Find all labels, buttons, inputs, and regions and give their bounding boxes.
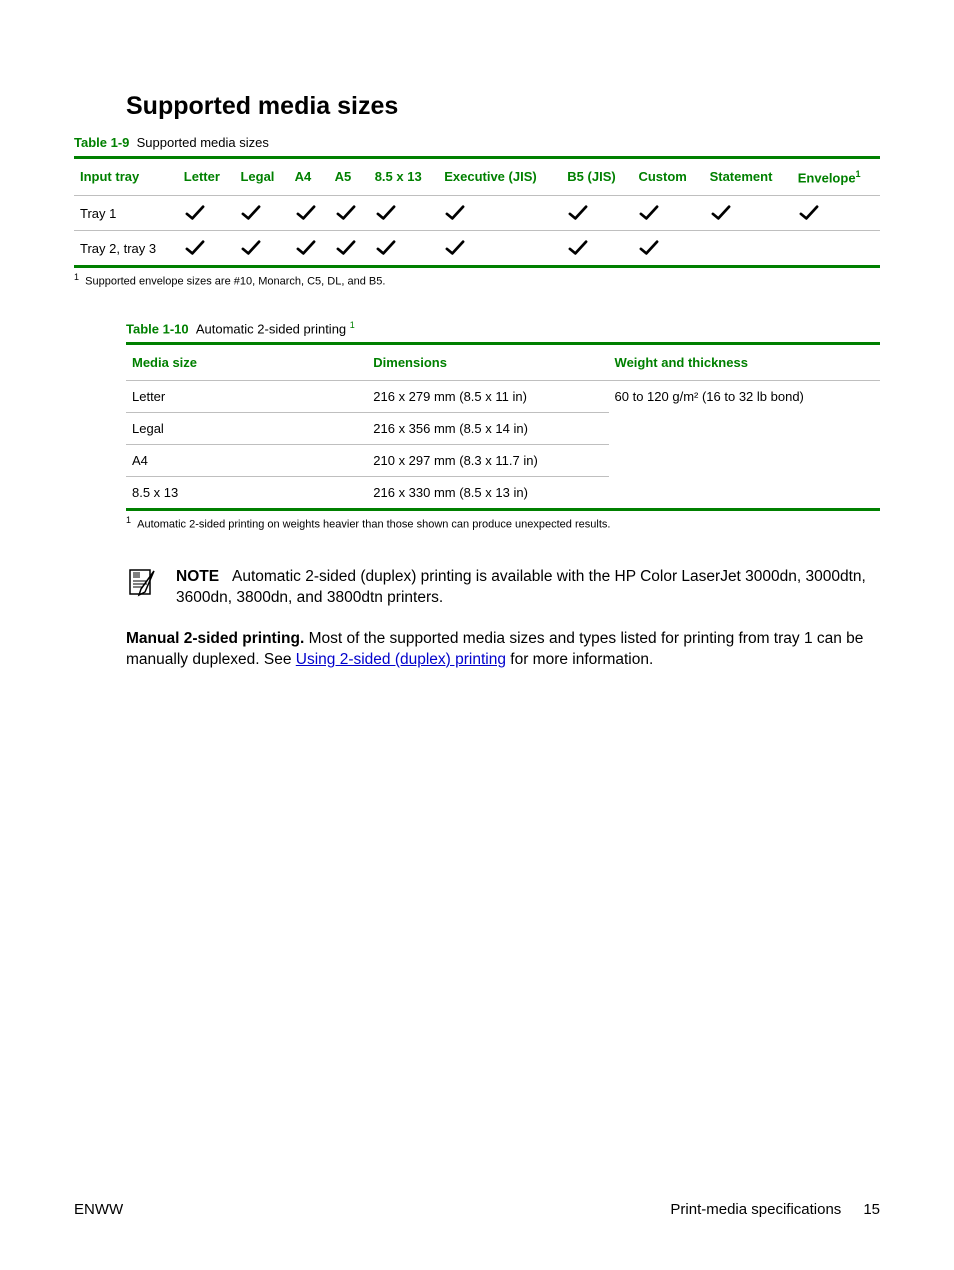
cell <box>369 196 439 231</box>
cell-media-size: Letter <box>126 381 367 413</box>
cell <box>632 231 703 267</box>
cell <box>704 231 792 267</box>
cell-media-size: Legal <box>126 413 367 445</box>
page-footer: ENWW Print-media specifications 15 <box>74 1201 880 1218</box>
col-custom: Custom <box>632 158 703 196</box>
table-row: Tray 2, tray 3 <box>74 231 880 267</box>
table-row: Tray 1 <box>74 196 880 231</box>
footer-section: Print-media specifications <box>670 1201 841 1218</box>
note-body: Automatic 2-sided (duplex) printing is a… <box>176 568 866 606</box>
footnote-number: 1 <box>74 272 79 282</box>
table2-caption: Table 1-10 Automatic 2-sided printing 1 <box>126 320 880 336</box>
col-letter: Letter <box>178 158 235 196</box>
table-duplex-printing: Media size Dimensions Weight and thickne… <box>126 342 880 511</box>
col-legal: Legal <box>234 158 288 196</box>
table1-caption: Table 1-9 Supported media sizes <box>74 135 880 150</box>
check-icon <box>335 204 363 222</box>
check-icon <box>567 239 626 257</box>
table-supported-media-sizes: Input tray Letter Legal A4 A5 8.5 x 13 E… <box>74 156 880 268</box>
check-icon <box>184 239 229 257</box>
cell-media-size: 8.5 x 13 <box>126 477 367 510</box>
cell-media-size: A4 <box>126 445 367 477</box>
table1-caption-text: Supported media sizes <box>137 135 269 150</box>
col-media-size: Media size <box>126 344 367 381</box>
table1-caption-label: Table 1-9 <box>74 135 129 150</box>
cell-dimensions: 216 x 330 mm (8.5 x 13 in) <box>367 477 608 510</box>
footer-left: ENWW <box>74 1201 123 1218</box>
check-icon <box>567 204 626 222</box>
footnote-text: Automatic 2-sided printing on weights he… <box>137 519 610 531</box>
check-icon <box>638 239 697 257</box>
footer-page-number: 15 <box>863 1201 880 1218</box>
col-dimensions: Dimensions <box>367 344 608 381</box>
col-input-tray: Input tray <box>74 158 178 196</box>
cell-weight: 60 to 120 g/m² (16 to 32 lb bond) <box>609 381 880 510</box>
cell <box>792 231 880 267</box>
cell <box>369 231 439 267</box>
cell <box>234 196 288 231</box>
check-icon <box>375 204 433 222</box>
manual-lead: Manual 2-sided printing. <box>126 630 304 647</box>
table1-header-row: Input tray Letter Legal A4 A5 8.5 x 13 E… <box>74 158 880 196</box>
check-icon <box>335 239 363 257</box>
col-executive: Executive (JIS) <box>438 158 561 196</box>
col-weight: Weight and thickness <box>609 344 880 381</box>
table1-footnote: 1 Supported envelope sizes are #10, Mona… <box>74 272 880 288</box>
cell <box>561 231 632 267</box>
check-icon <box>295 204 323 222</box>
note-icon <box>126 567 160 602</box>
table2-caption-text: Automatic 2-sided printing <box>196 321 346 336</box>
footnote-text: Supported envelope sizes are #10, Monarc… <box>85 276 385 288</box>
cell <box>438 231 561 267</box>
col-a5: A5 <box>329 158 369 196</box>
cell <box>704 196 792 231</box>
cell <box>632 196 703 231</box>
row-label: Tray 1 <box>74 196 178 231</box>
manual-after-link: for more information. <box>506 651 653 668</box>
cell <box>289 196 329 231</box>
check-icon <box>184 204 229 222</box>
cell <box>792 196 880 231</box>
col-b5: B5 (JIS) <box>561 158 632 196</box>
note-label: NOTE <box>176 568 219 585</box>
col-statement: Statement <box>704 158 792 196</box>
cell <box>329 231 369 267</box>
check-icon <box>444 204 555 222</box>
col-a4: A4 <box>289 158 329 196</box>
cell-dimensions: 210 x 297 mm (8.3 x 11.7 in) <box>367 445 608 477</box>
check-icon <box>295 239 323 257</box>
cell-dimensions: 216 x 356 mm (8.5 x 14 in) <box>367 413 608 445</box>
check-icon <box>638 204 697 222</box>
cell-dimensions: 216 x 279 mm (8.5 x 11 in) <box>367 381 608 413</box>
row-label: Tray 2, tray 3 <box>74 231 178 267</box>
cell <box>438 196 561 231</box>
col-85x13: 8.5 x 13 <box>369 158 439 196</box>
table2-footnote: 1 Automatic 2-sided printing on weights … <box>126 515 880 531</box>
check-icon <box>375 239 433 257</box>
col-envelope: Envelope1 <box>792 158 880 196</box>
check-icon <box>710 204 786 222</box>
check-icon <box>240 239 282 257</box>
section-heading: Supported media sizes <box>74 92 880 121</box>
cell <box>178 231 235 267</box>
table-row: Letter216 x 279 mm (8.5 x 11 in)60 to 12… <box>126 381 880 413</box>
table2-header-row: Media size Dimensions Weight and thickne… <box>126 344 880 381</box>
footnote-number: 1 <box>126 515 131 525</box>
note-text: NOTE Automatic 2-sided (duplex) printing… <box>176 567 880 609</box>
manual-duplex-paragraph: Manual 2-sided printing. Most of the sup… <box>126 629 880 671</box>
cell <box>289 231 329 267</box>
check-icon <box>798 204 874 222</box>
cell <box>329 196 369 231</box>
cell <box>178 196 235 231</box>
cell <box>234 231 288 267</box>
duplex-printing-link[interactable]: Using 2-sided (duplex) printing <box>296 651 506 668</box>
table2-caption-label: Table 1-10 <box>126 321 189 336</box>
check-icon <box>240 204 282 222</box>
check-icon <box>444 239 555 257</box>
note-block: NOTE Automatic 2-sided (duplex) printing… <box>126 567 880 609</box>
cell <box>561 196 632 231</box>
